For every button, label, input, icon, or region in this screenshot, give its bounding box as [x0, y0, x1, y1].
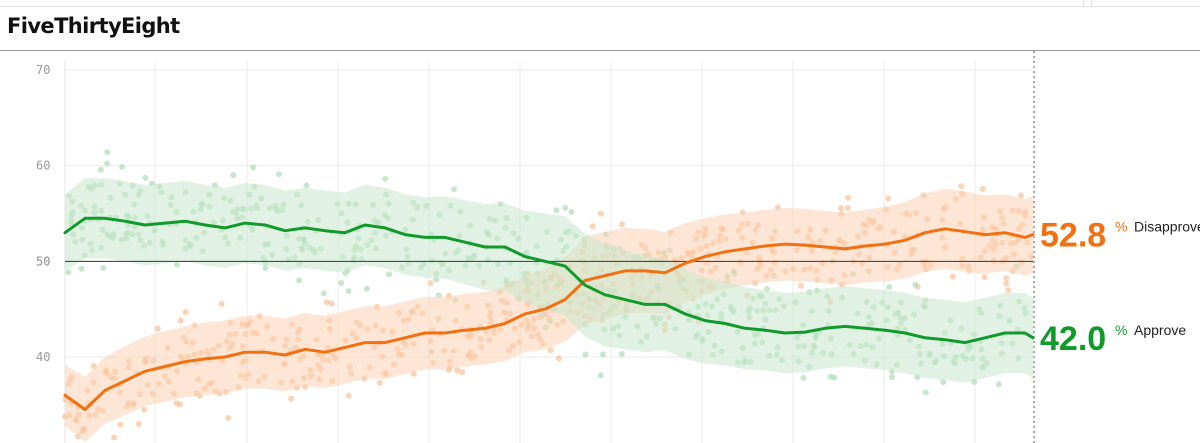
- poll-dot: [979, 185, 986, 192]
- poll-dot: [798, 282, 804, 289]
- approve-series-label: Approve: [1134, 322, 1186, 338]
- y-tick-label: 50: [36, 254, 50, 268]
- poll-dot: [177, 317, 184, 324]
- poll-dot: [218, 300, 225, 307]
- poll-dot: [1003, 275, 1010, 282]
- poll-dot: [111, 434, 117, 441]
- poll-dot: [104, 149, 111, 156]
- poll-dot: [376, 380, 383, 386]
- poll-dot: [459, 369, 465, 376]
- poll-dot: [288, 395, 295, 402]
- poll-dot: [345, 392, 352, 399]
- poll-dot: [888, 374, 895, 381]
- y-tick-label: 40: [36, 350, 50, 364]
- poll-dot: [618, 350, 625, 357]
- poll-dot: [135, 421, 142, 427]
- poll-dot: [173, 261, 180, 268]
- poll-dot: [922, 389, 929, 396]
- poll-dot: [320, 290, 327, 297]
- labels-layer: 52.8% Disapprove 42.0% Approve: [1040, 217, 1200, 358]
- poll-dot: [844, 204, 851, 211]
- poll-dot: [599, 351, 606, 358]
- poll-dot: [958, 183, 965, 190]
- poll-dot: [104, 160, 111, 167]
- disapprove-current-value: 52.8: [1040, 217, 1106, 255]
- poll-dot: [562, 204, 569, 211]
- trend-lines-layer: [63, 216, 1035, 411]
- y-tick-label: 70: [36, 63, 50, 77]
- poll-dot: [800, 374, 807, 381]
- poll-dot: [451, 186, 458, 193]
- poll-dot: [338, 280, 345, 286]
- poll-dot: [345, 288, 352, 295]
- poll-dot: [838, 205, 845, 212]
- poll-dot: [182, 309, 189, 316]
- poll-dot: [225, 414, 232, 421]
- poll-dot: [142, 174, 149, 181]
- poll-dot: [296, 277, 303, 284]
- browser-top-strip: [0, 0, 1200, 7]
- brand-logo[interactable]: FiveThirtyEight: [7, 14, 180, 38]
- poll-dot: [949, 273, 956, 280]
- poll-dot: [981, 274, 988, 281]
- y-tick-label: 60: [36, 159, 50, 173]
- poll-dot: [619, 221, 626, 228]
- approve-percent-sign: %: [1115, 322, 1127, 338]
- header-rule: [0, 50, 1200, 51]
- poll-dot: [323, 299, 330, 306]
- poll-dot: [553, 207, 560, 214]
- poll-dot: [885, 195, 892, 202]
- poll-dot: [995, 381, 1002, 388]
- poll-dot: [453, 367, 460, 374]
- disapprove-confidence-band: [65, 188, 1033, 442]
- poll-dot: [589, 223, 596, 230]
- poll-dot: [303, 182, 310, 189]
- poll-dot: [363, 285, 370, 292]
- poll-dot: [555, 355, 562, 362]
- poll-dot: [100, 264, 107, 271]
- poll-dot: [97, 166, 104, 173]
- poll-dot: [65, 269, 72, 276]
- poll-dot: [427, 280, 434, 287]
- poll-dot: [173, 400, 180, 407]
- poll-dot: [230, 172, 237, 179]
- poll-dot: [276, 171, 282, 178]
- poll-dot: [141, 406, 148, 413]
- poll-dot: [262, 265, 269, 272]
- poll-dot: [845, 194, 852, 201]
- poll-dot: [250, 164, 257, 171]
- disapprove-trend-line: [63, 227, 1035, 411]
- poll-dot: [154, 325, 161, 332]
- poll-dot: [831, 374, 838, 381]
- poll-dot: [386, 271, 392, 278]
- poll-dot: [1018, 192, 1024, 199]
- poll-dot: [382, 175, 389, 182]
- top-strip-divider: [1083, 0, 1084, 6]
- approve-current-value: 42.0: [1040, 320, 1106, 358]
- confidence-bands-layer: [65, 178, 1033, 442]
- poll-dot: [912, 281, 919, 288]
- y-tick-label: 50: [36, 254, 50, 268]
- poll-dot: [597, 372, 604, 379]
- poll-dot: [78, 265, 85, 272]
- approve-trend-line: [63, 216, 1035, 345]
- poll-dot: [582, 351, 589, 358]
- disapprove-series-label: Disapprove: [1134, 219, 1200, 235]
- poll-dot: [597, 210, 604, 217]
- poll-dot: [328, 300, 335, 307]
- poll-dot: [547, 347, 554, 354]
- poll-dot: [886, 283, 893, 290]
- poll-dot: [117, 421, 124, 428]
- top-strip-divider: [1091, 0, 1092, 6]
- poll-dot: [940, 379, 947, 386]
- poll-dot: [1003, 280, 1010, 287]
- disapprove-percent-sign: %: [1115, 219, 1127, 235]
- poll-dot: [568, 208, 575, 215]
- poll-dot: [119, 164, 125, 170]
- poll-dot: [1005, 287, 1012, 293]
